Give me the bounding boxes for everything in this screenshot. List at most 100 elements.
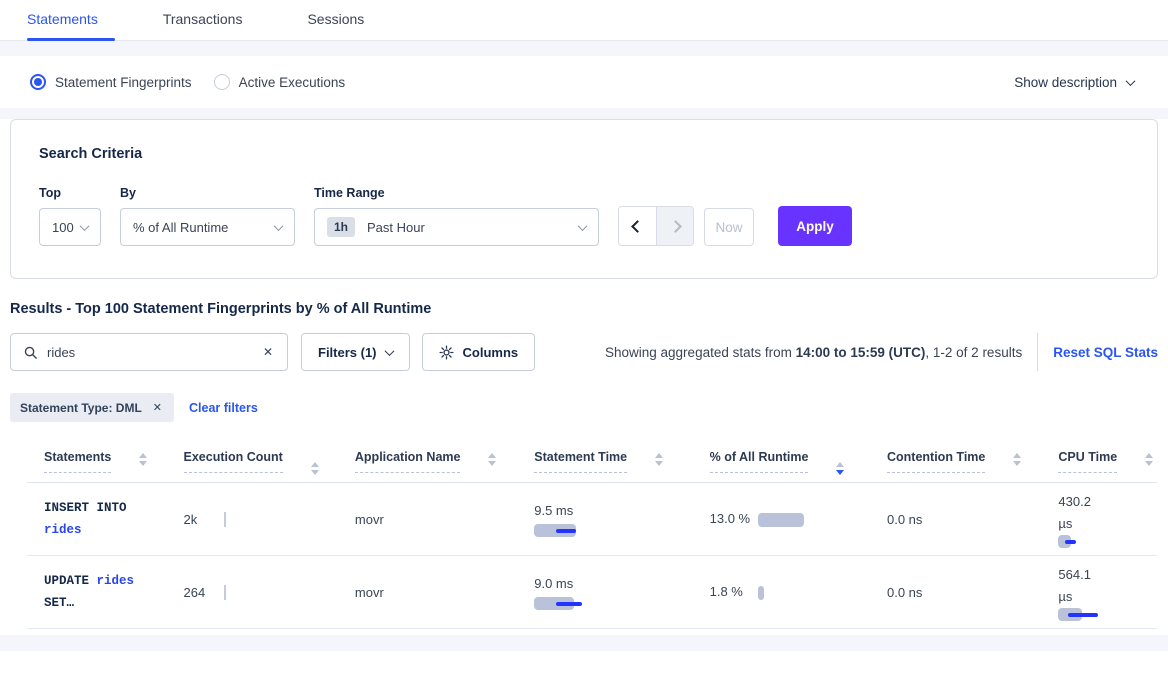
top-select[interactable]: 100	[39, 208, 101, 246]
filter-tag-label: Statement Type: DML	[20, 400, 142, 415]
statement-time-cell: 9.0 ms	[534, 576, 709, 610]
column-header-label: Statement Time	[534, 450, 628, 473]
runtime-pct-bar	[757, 512, 804, 527]
statement-link[interactable]: rides	[96, 574, 135, 589]
results-controls-row: ✕ Filters (1) Columns Showing aggregated…	[10, 333, 1158, 371]
column-header-cpu-time[interactable]: CPU Time	[1058, 450, 1168, 483]
by-select-value: % of All Runtime	[133, 219, 229, 235]
statement-time-cell: 9.5 ms	[534, 503, 709, 537]
search-input[interactable]	[47, 344, 261, 360]
top-label: Top	[39, 186, 61, 200]
search-criteria-form: Top 100 By % of All Runtime Time Range 1…	[39, 186, 1129, 246]
column-header-statements[interactable]: Statements	[44, 450, 184, 483]
gear-icon	[438, 344, 454, 360]
runtime-pct-value: 13.0 %	[709, 511, 751, 527]
by-select[interactable]: % of All Runtime	[120, 208, 295, 246]
table-row: UPDATE rides SET… 264 movr 9.0 ms 1.8 % …	[0, 556, 1168, 629]
by-field: By % of All Runtime	[120, 186, 295, 246]
sort-icon[interactable]	[1145, 453, 1154, 466]
statement-keyword: UPDATE	[44, 574, 90, 589]
prev-time-button[interactable]	[619, 207, 656, 245]
radio-unselected-icon	[213, 74, 230, 90]
application-name-value: movr	[354, 584, 384, 600]
column-header-contention-time[interactable]: Contention Time	[887, 450, 1058, 483]
top-select-value: 100	[52, 219, 74, 235]
application-name-value: movr	[354, 511, 384, 527]
tab-transactions[interactable]: Transactions	[163, 11, 260, 40]
statement-time-value: 9.5 ms	[534, 502, 574, 518]
statement-fingerprint-cell: UPDATE rides SET…	[44, 571, 184, 614]
execution-count-value: 264	[183, 585, 206, 600]
stats-suffix: , 1-2 of 2 results	[925, 344, 1023, 360]
time-nav-group	[618, 206, 694, 246]
contention-time-value: 0.0 ns	[887, 584, 923, 600]
column-header-statement-time[interactable]: Statement Time	[534, 450, 709, 483]
filter-tag-row: Statement Type: DML ✕ Clear filters	[10, 393, 1168, 422]
sort-icon[interactable]	[1013, 453, 1022, 466]
tab-bar: Statements Transactions Sessions	[0, 0, 1168, 41]
runtime-pct-cell: 1.8 %	[710, 581, 887, 603]
sort-icon[interactable]	[655, 453, 664, 466]
search-criteria-title: Search Criteria	[39, 146, 143, 162]
statement-link[interactable]: rides	[44, 522, 82, 537]
remove-filter-icon[interactable]: ✕	[152, 402, 163, 414]
cpu-time-value: 430.2 µs	[1058, 493, 1091, 531]
column-header-label: CPU Time	[1058, 450, 1118, 473]
columns-button[interactable]: Columns	[421, 333, 536, 371]
column-header-runtime-pct[interactable]: % of All Runtime	[709, 450, 887, 483]
column-header-label: % of All Runtime	[709, 450, 809, 473]
show-description-toggle[interactable]: Show description	[1014, 74, 1136, 90]
statement-time-bar	[534, 596, 594, 610]
cpu-time-cell: 564.1 µs	[1058, 564, 1168, 622]
reset-sql-stats-link[interactable]: Reset SQL Stats	[1053, 344, 1158, 360]
stats-time-range: 14:00 to 15:59 (UTC)	[795, 344, 926, 360]
time-range-badge: 1h	[327, 217, 356, 237]
tab-sessions[interactable]: Sessions	[307, 11, 381, 40]
page-gap	[0, 41, 1168, 56]
statement-fingerprint-cell: INSERT INTO rides	[44, 498, 184, 541]
application-name-cell: movr	[355, 584, 534, 602]
page-bottom-band	[0, 635, 1168, 651]
chevron-down-icon	[273, 220, 284, 231]
chevron-down-icon	[384, 345, 394, 356]
time-range-select[interactable]: 1h Past Hour	[314, 208, 599, 246]
column-header-label: Statements	[44, 450, 112, 473]
filters-button[interactable]: Filters (1)	[301, 333, 410, 371]
tab-statements[interactable]: Statements	[27, 11, 115, 41]
statements-table: Statements Execution Count Application N…	[0, 434, 1168, 629]
next-time-button[interactable]	[656, 207, 693, 245]
sort-icon[interactable]	[139, 453, 148, 466]
column-header-execution-count[interactable]: Execution Count	[183, 450, 355, 483]
column-header-application-name[interactable]: Application Name	[354, 450, 534, 483]
statement-time-value: 9.0 ms	[534, 575, 574, 591]
sort-icon-active-desc[interactable]	[836, 461, 845, 475]
execution-count-cell: 264	[184, 585, 355, 600]
search-icon	[24, 346, 37, 359]
column-header-label: Execution Count	[183, 450, 283, 473]
now-button[interactable]: Now	[704, 208, 754, 246]
columns-button-label: Columns	[462, 344, 519, 360]
filter-tag: Statement Type: DML ✕	[10, 393, 175, 422]
statement-time-bar	[534, 523, 594, 537]
runtime-pct-cell: 13.0 %	[710, 508, 887, 530]
sort-icon[interactable]	[310, 461, 319, 475]
show-description-label: Show description	[1014, 74, 1117, 90]
cpu-time-bar	[1058, 535, 1118, 549]
cpu-time-value: 564.1 µs	[1058, 566, 1091, 604]
runtime-pct-value: 1.8 %	[709, 584, 743, 600]
radio-statement-fingerprints-label: Statement Fingerprints	[55, 74, 192, 90]
sql-activity-page: Statements Transactions Sessions Stateme…	[0, 0, 1168, 651]
runtime-pct-bar	[757, 585, 764, 600]
page-gap	[0, 108, 1168, 119]
cpu-time-bar	[1058, 608, 1118, 622]
application-name-cell: movr	[355, 511, 534, 529]
stats-summary: Showing aggregated stats from 14:00 to 1…	[605, 345, 1022, 360]
clear-search-icon[interactable]: ✕	[262, 345, 273, 359]
radio-statement-fingerprints[interactable]: Statement Fingerprints	[30, 74, 192, 90]
apply-button[interactable]: Apply	[778, 206, 852, 246]
sort-icon[interactable]	[488, 453, 497, 466]
radio-active-executions[interactable]: Active Executions	[213, 74, 345, 90]
chevron-down-icon	[79, 220, 90, 231]
chevron-down-icon	[1125, 75, 1136, 86]
clear-filters-link[interactable]: Clear filters	[189, 400, 258, 415]
